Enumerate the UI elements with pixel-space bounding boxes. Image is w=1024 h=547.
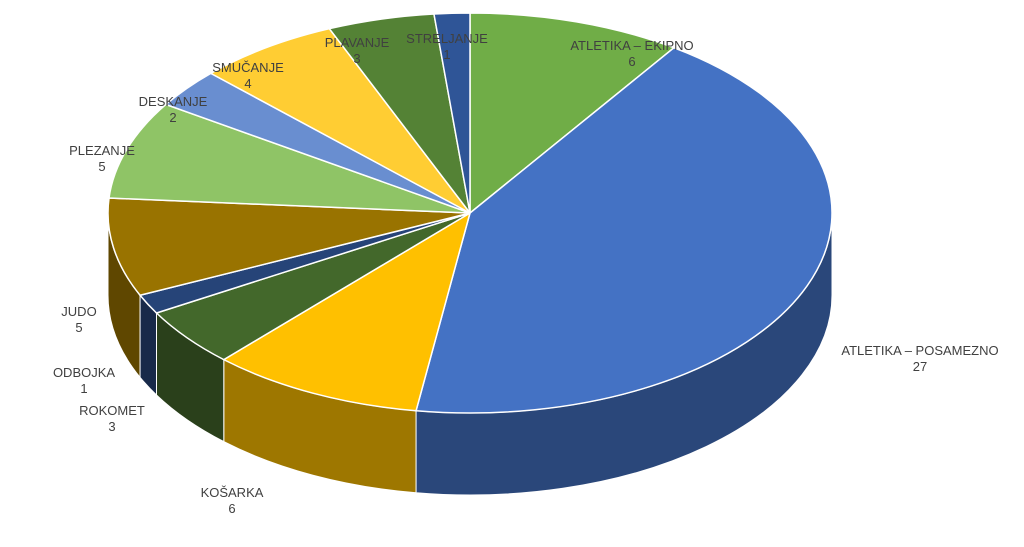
data-label-name: PLAVANJE [325, 35, 390, 50]
data-label-value: 3 [108, 419, 115, 434]
pie-top-faces [107, 12, 833, 414]
data-label-value: 1 [443, 47, 450, 62]
pie-slice-judo [107, 197, 471, 297]
data-label-name: DESKANJE [139, 94, 208, 109]
pie-slice-ko-arka [222, 211, 472, 412]
data-label-name: STRELJANJE [406, 31, 488, 46]
data-label-name: PLEZANJE [69, 143, 135, 158]
data-label-name: ROKOMET [79, 403, 145, 418]
pie-slice-atletika-ekipno [469, 12, 676, 215]
data-label: ODBOJKA 1 [53, 365, 115, 396]
data-label-value: 6 [228, 501, 235, 516]
data-label-name: ODBOJKA [53, 365, 115, 380]
data-label-name: ATLETIKA – EKIPNO [570, 38, 693, 53]
data-label: ROKOMET 3 [79, 403, 145, 434]
data-label-name: ATLETIKA – POSAMEZNO [841, 343, 998, 358]
data-label: DESKANJE 2 [139, 94, 208, 125]
data-label-name: KOŠARKA [201, 485, 264, 500]
data-label-value: 4 [244, 76, 251, 91]
data-label-value: 5 [75, 320, 82, 335]
data-label-value: 6 [628, 54, 635, 69]
data-label: ATLETIKA – POSAMEZNO 27 [841, 343, 998, 374]
data-label: PLAVANJE 3 [325, 35, 390, 66]
data-label: ATLETIKA – EKIPNO 6 [570, 38, 693, 69]
data-label: KOŠARKA 6 [201, 485, 264, 516]
data-label-value: 3 [353, 51, 360, 66]
data-label: SMUČANJE 4 [212, 60, 284, 91]
pie-slice-streljanje [433, 12, 471, 214]
pie-slice-atletika-posamezno [415, 46, 833, 414]
data-label-value: 27 [913, 359, 927, 374]
pie-slice-smu-anje [209, 27, 471, 214]
data-label-name: SMUČANJE [212, 60, 284, 75]
data-label-value: 1 [80, 381, 87, 396]
pie-sides [107, 212, 833, 496]
data-label: STRELJANJE 1 [406, 31, 488, 62]
data-label-name: JUDO [61, 304, 96, 319]
data-label-value: 2 [169, 110, 176, 125]
data-label-value: 5 [98, 159, 105, 174]
pie-slice-plezanje [108, 103, 471, 214]
data-label: JUDO 5 [61, 304, 96, 335]
data-label: PLEZANJE 5 [69, 143, 135, 174]
